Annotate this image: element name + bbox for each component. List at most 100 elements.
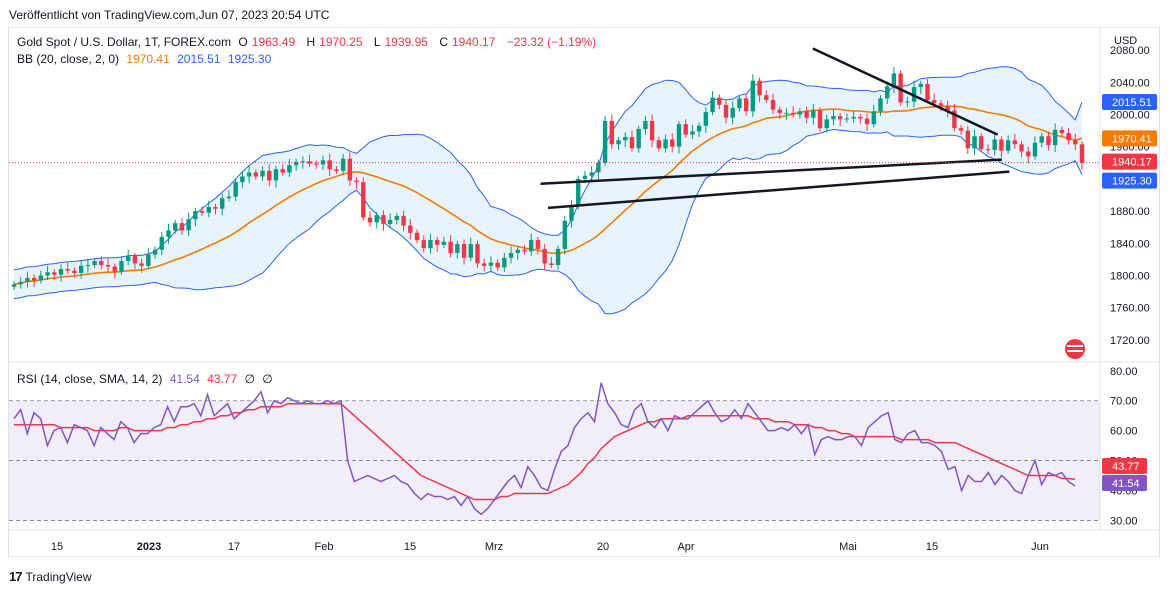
candle-body [159,236,164,250]
candle-body [864,118,870,125]
high-label: H [306,35,316,49]
trendline-2 [540,158,1002,185]
rsi-title[interactable]: RSI (14, close, SMA, 14, 2) [17,372,163,386]
candle-body [314,163,319,165]
candle-body [582,175,588,179]
time-tick-label: 20 [597,541,609,553]
candle-body [683,124,688,135]
price-tag-bg [1102,94,1157,111]
candle-body [481,263,487,266]
published-header: Veröffentlicht von TradingView.com,Jun 0… [9,8,330,22]
candle-body [596,162,601,173]
open-value: 1963.49 [251,35,296,49]
candle-body [972,136,977,149]
candle-body [562,220,567,249]
tradingview-footer[interactable]: 17 TradingView [9,569,92,584]
candle-body [428,240,433,249]
candle-body [764,95,769,101]
candle-body [918,83,923,88]
candle-body [193,211,198,220]
candle-body [905,101,910,103]
candle-body [743,98,749,112]
close-label: C [439,35,448,49]
candle-body [220,198,225,209]
candle-body [434,240,440,245]
candle-body [387,219,393,224]
candle-body [717,97,722,105]
candle-body [549,263,554,266]
price-tag-label: 1940.17 [1112,157,1152,169]
time-tick-label: 17 [228,541,240,553]
candle-body [804,111,809,118]
candle-body [985,149,991,151]
candle-body [240,176,245,183]
tradingview-brand: TradingView [25,569,92,584]
time-tick-label: Feb [315,541,334,553]
candle-body [979,136,984,150]
flag-stripe [1067,350,1083,352]
candle-body [576,178,581,207]
candle-body [45,272,50,276]
bb-basis-line [13,105,1083,286]
candle-body [441,241,447,245]
candle-body [1052,129,1058,146]
candle-body [475,244,480,264]
candle-body [179,223,185,231]
candle-body [414,232,420,241]
rsi-band-fill [9,400,1100,521]
candle-body [676,124,682,147]
candle-body [817,110,823,129]
candle-body [992,139,997,150]
rsi-tick-label: 80.00 [1110,366,1138,378]
candle-body [878,98,883,112]
candle-body [280,169,285,173]
rsi-tag-bg [1102,475,1147,491]
candle-body [166,230,171,237]
candle-body [831,116,836,120]
candle-body [421,240,426,249]
time-tick-label: Apr [677,541,694,553]
us-flag-icon [1065,339,1085,359]
candle-body [401,215,406,226]
candle-body [770,100,776,110]
candle-body [643,120,648,129]
candle-body [844,118,850,120]
candle-body [72,270,77,274]
rsi-sma-line [14,402,1076,501]
candle-body [468,244,473,258]
price-tag-label: 1970.41 [1112,133,1152,145]
candle-body [690,131,695,135]
time-tick-label: 15 [404,541,416,553]
high-value: 1970.25 [319,35,363,49]
candle-body [287,165,292,173]
candle-body [737,98,742,109]
symbol-title[interactable]: Gold Spot / U.S. Dollar, 1T, FOREX.com [17,35,232,49]
candle-body [206,207,211,213]
candle-body [213,207,218,209]
bb-lower-line [13,128,1083,315]
candle-body [999,139,1004,151]
candle-body [139,263,144,266]
candle-body [589,172,594,176]
bb-title[interactable]: BB (20, close, 2, 0) [17,52,120,66]
candle-body [99,261,104,266]
close-value: 1940.17 [452,35,496,49]
candle-body [871,111,876,125]
candle-body [246,172,252,177]
rsi-na-1: ∅ [244,372,255,386]
candle-body [408,225,413,233]
candle-body [898,73,903,103]
candle-body [636,129,641,149]
time-tick-label: 15 [51,541,63,553]
candle-body [696,125,702,132]
candle-body [1032,142,1038,157]
candle-body [361,182,366,218]
candle-body [105,265,111,267]
candle-body [790,112,796,115]
price-tag-bg [1102,172,1157,189]
price-tick-label: 2080.00 [1110,45,1150,57]
time-tick-label: 15 [926,541,938,553]
time-tick-label: 2023 [137,541,161,553]
open-label: O [238,35,248,49]
